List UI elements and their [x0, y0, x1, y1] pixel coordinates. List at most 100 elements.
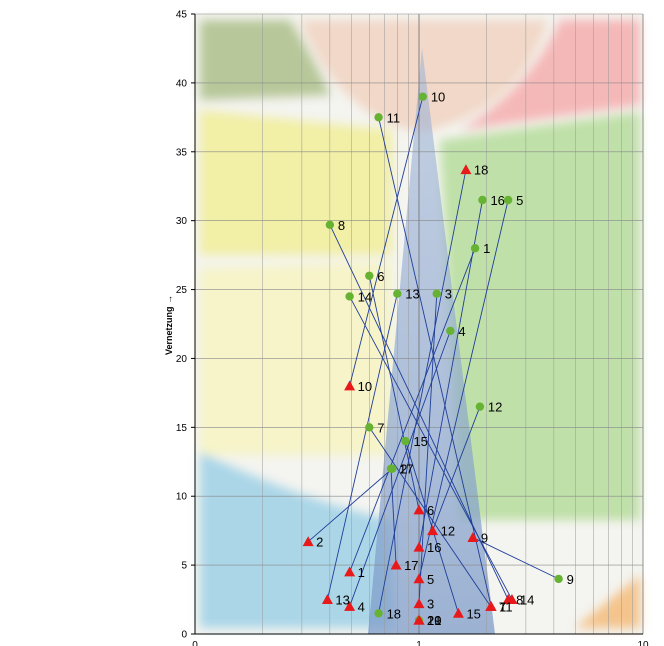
circle-point-label: 12 [488, 400, 502, 415]
grid [194, 13, 644, 635]
connection-line [418, 293, 438, 604]
triangle-marker [413, 573, 425, 584]
circle-point-label: 4 [458, 324, 465, 339]
data-markers [302, 92, 563, 625]
circle-point-label: 7 [377, 420, 384, 435]
circle-marker [503, 195, 513, 205]
circle-marker [325, 220, 335, 229]
triangle-point-label: 16 [427, 540, 441, 555]
circle-marker [374, 113, 383, 122]
connection-line [418, 199, 509, 579]
triangle-marker [485, 600, 497, 611]
triangle-marker [506, 594, 518, 604]
y-tick-label: 0 [181, 630, 187, 641]
circle-marker [470, 244, 480, 253]
circle-point-label: 16 [490, 193, 504, 208]
connection-line [368, 275, 420, 511]
triangle-marker [413, 598, 425, 609]
triangle-point-label: 1 [358, 565, 365, 580]
triangle-point-label: 6 [427, 503, 434, 518]
triangle-marker [321, 594, 333, 604]
connection-line [390, 468, 397, 566]
circle-point-label: 10 [431, 90, 445, 105]
connection-line [378, 169, 467, 614]
triangle-point-label: 15 [466, 606, 480, 621]
circle-marker [401, 436, 410, 446]
circle-point-label: 15 [413, 434, 427, 449]
circle-point-label: 13 [405, 287, 419, 302]
y-tick-label: 45 [176, 10, 188, 21]
triangle-point-label: 14 [520, 593, 534, 608]
connection-line [349, 248, 476, 573]
triangle-point-label: 10 [358, 379, 372, 394]
circle-point-label: 5 [516, 193, 523, 208]
connection-line [326, 293, 398, 600]
y-tick-label: 40 [176, 78, 188, 89]
circle-marker [475, 402, 485, 411]
triangle-point-label: 2 [316, 535, 323, 550]
triangle-marker [413, 614, 425, 625]
x-tick-label: 10 [637, 640, 649, 646]
triangle-point-label: 5 [427, 572, 434, 587]
triangle-marker [344, 600, 356, 611]
triangle-marker [302, 536, 314, 547]
triangle-point-label: 7 [499, 599, 506, 614]
circle-point-label: 8 [338, 218, 345, 233]
x-tick-label: 1 [416, 640, 422, 646]
connection-line [307, 468, 393, 543]
triangle-marker [344, 380, 356, 391]
triangle-marker [413, 504, 425, 515]
y-tick-label: 25 [176, 285, 188, 296]
triangle-marker [452, 607, 464, 618]
triangle-point-label: 3 [427, 597, 434, 612]
connection-line [349, 96, 424, 387]
circle-point-label: 18 [387, 606, 401, 621]
connection-line [418, 199, 483, 548]
circle-marker [446, 326, 455, 336]
triangle-point-label: 11 [499, 599, 513, 614]
region-orange [575, 575, 640, 628]
triangle-point-label: 18 [474, 163, 488, 178]
triangle-point-label: 12 [441, 524, 455, 539]
circle-point-label: 9 [567, 572, 574, 587]
region-olive [200, 20, 330, 100]
triangle-marker [427, 525, 439, 536]
circle-marker [554, 574, 563, 584]
circle-marker [365, 423, 374, 432]
circle-marker [388, 464, 397, 473]
circle-point-label: 3 [445, 287, 452, 302]
y-axis-label: Vernetzung → [164, 295, 174, 355]
circle-marker [345, 292, 354, 301]
circle-marker [393, 289, 402, 298]
y-tick-label: 20 [176, 354, 188, 365]
region-yellow [200, 110, 392, 255]
y-tick-label: 30 [176, 216, 188, 227]
triangle-point-label: 4 [358, 599, 365, 614]
connection-line [349, 330, 451, 607]
connection-line [368, 427, 492, 607]
circle-point-label: 11 [387, 110, 401, 125]
triangle-point-label: 19 [427, 613, 441, 628]
circle-point-label: 14 [358, 289, 372, 304]
triangle-point-label: 17 [404, 558, 418, 573]
circle-point-label: 17 [399, 462, 413, 477]
triangle-marker [390, 559, 402, 570]
center-cone [368, 48, 495, 634]
connection-line [472, 537, 559, 580]
circle-marker [478, 195, 487, 205]
y-tick-label: 35 [176, 147, 188, 158]
connection-lines [307, 96, 559, 614]
connection-line [349, 296, 513, 600]
connection-line [432, 406, 481, 531]
triangle-point-label: 8 [516, 593, 523, 608]
triangle-marker [413, 541, 425, 552]
y-tick-label: 10 [176, 492, 188, 503]
triangle-point-label: 13 [335, 593, 349, 608]
circle-point-label: 6 [377, 269, 384, 284]
region-pink [460, 20, 640, 130]
circle-marker [365, 271, 374, 280]
triangle-point-label: 9 [481, 531, 488, 546]
x-tick-label: 0 [192, 640, 198, 646]
